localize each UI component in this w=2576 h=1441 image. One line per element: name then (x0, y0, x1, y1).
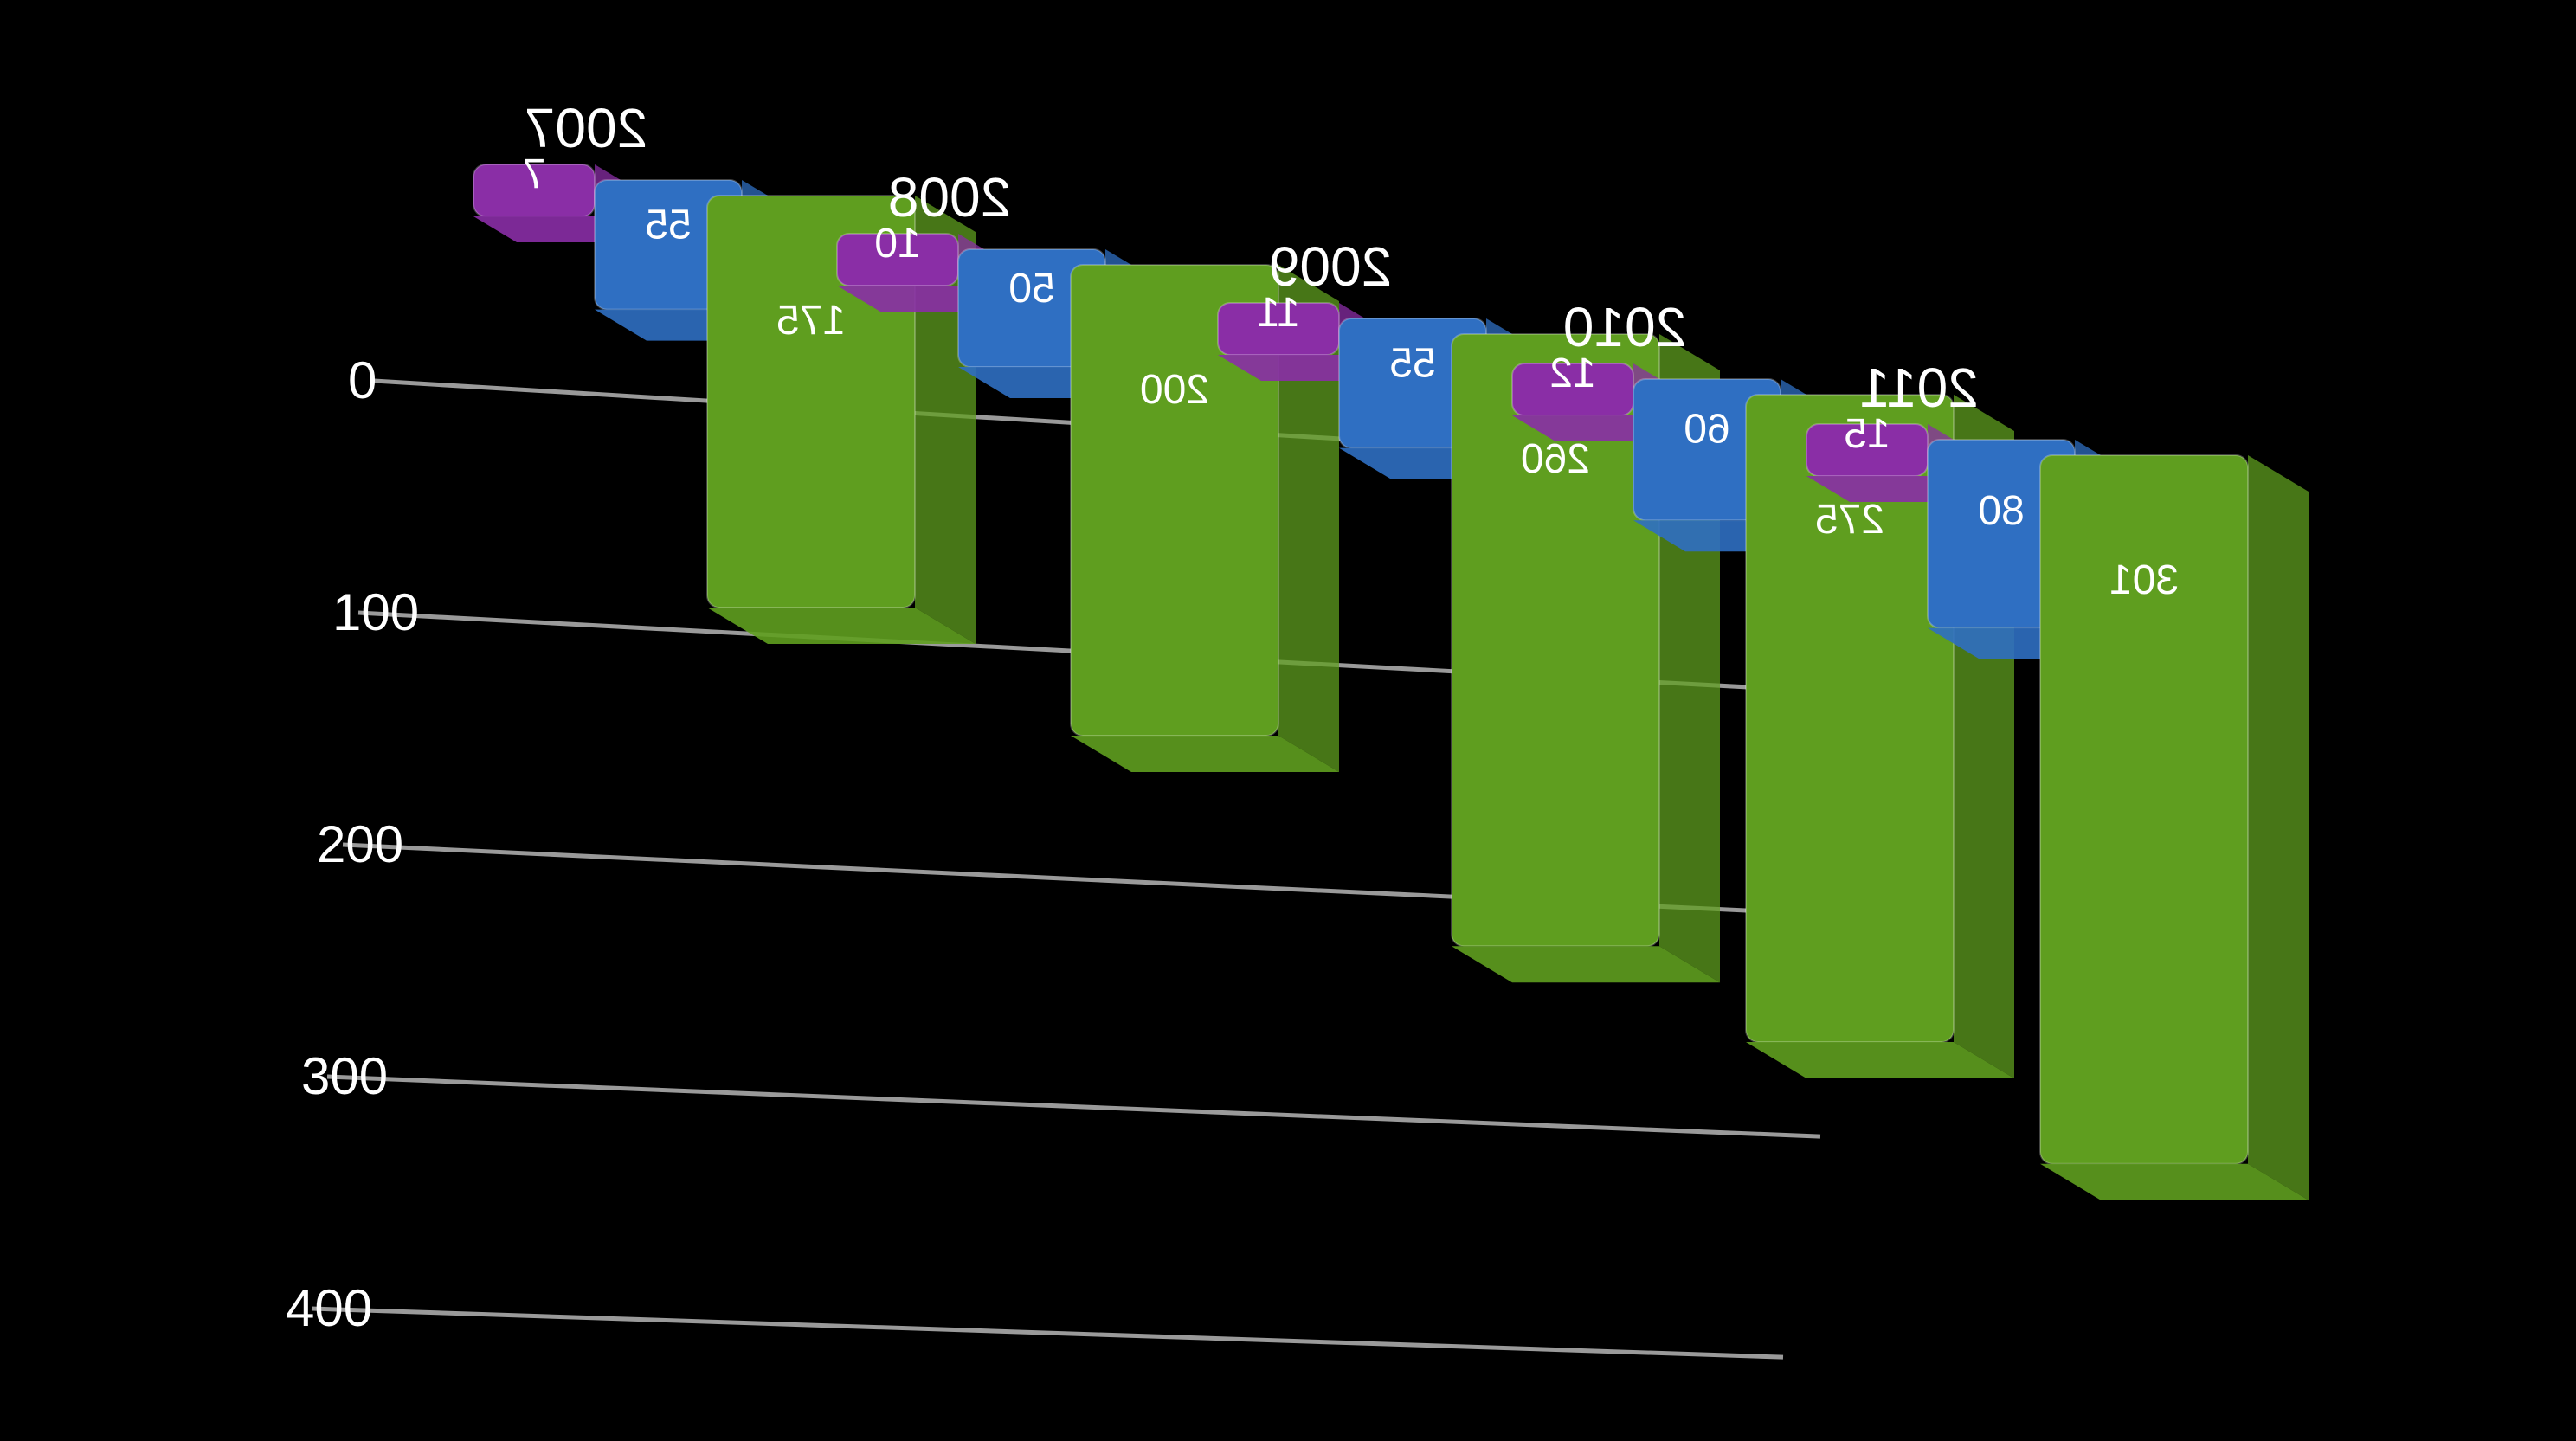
value-label: 60 (1684, 406, 1729, 452)
value-label: 15 (1844, 411, 1890, 457)
bar-bottom (2040, 1163, 2309, 1200)
bar-bottom (1452, 946, 1720, 983)
y-axis-ticks: 0 100 200 300 400 (286, 351, 419, 1337)
bar-side (1278, 265, 1339, 772)
gridline-300 (326, 1074, 1821, 1139)
value-label: 50 (1008, 266, 1054, 312)
y-tick-label: 100 (332, 583, 419, 641)
gridline-400 (311, 1306, 1784, 1360)
value-label: 80 (1978, 488, 2024, 534)
category-label-2007: 2007 (525, 97, 647, 159)
value-label: 260 (1521, 436, 1590, 482)
value-label: 175 (776, 298, 846, 344)
y-tick-label: 400 (286, 1279, 372, 1337)
y-tick-label: 300 (301, 1047, 388, 1105)
value-label: 10 (874, 221, 920, 267)
bar-bottom (1071, 736, 1339, 772)
bar-bottom (707, 608, 976, 644)
value-label: 55 (1389, 340, 1435, 386)
value-label: 11 (1257, 290, 1300, 336)
value-label: 55 (645, 202, 691, 248)
bar-bottom (1746, 1042, 2014, 1078)
value-label: 12 (1549, 351, 1595, 396)
value-label: 275 (1815, 497, 1884, 543)
bars: 7 55 175 10 50 200 11 55 260 12 60 275 15 80 301 (473, 151, 2309, 1200)
bar-side (2248, 455, 2309, 1200)
y-tick-label: 0 (348, 351, 377, 409)
value-label: 301 (2109, 557, 2179, 603)
category-label-2008: 2008 (888, 166, 1011, 228)
category-label-2010: 2010 (1563, 296, 1686, 358)
category-label-2011: 2011 (1859, 357, 1979, 419)
y-tick-label: 200 (317, 815, 403, 873)
value-label: 200 (1140, 367, 1209, 413)
chart-plot-area: 0 100 200 300 400 7 55 175 10 50 200 11 55 260 12 60 27… (286, 97, 2309, 1360)
category-label-2009: 2009 (1269, 235, 1392, 298)
value-label: 7 (523, 151, 546, 197)
